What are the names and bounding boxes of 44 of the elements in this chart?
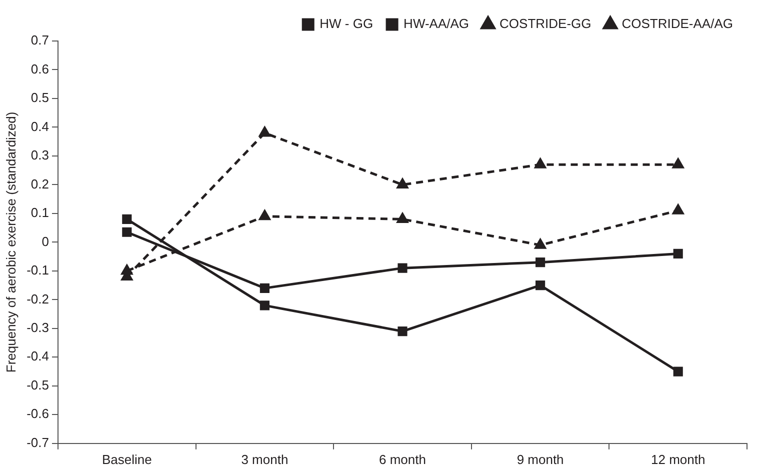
point <box>396 178 408 188</box>
y-tick-label: -0.5 <box>26 377 49 392</box>
y-tick-label: 0.5 <box>30 90 49 106</box>
legend-label: COSTRIDE-GG <box>500 16 592 32</box>
point <box>398 326 408 336</box>
x-tick-label: 12 month <box>651 452 706 467</box>
point <box>536 280 546 290</box>
point <box>534 158 546 168</box>
point <box>536 258 546 268</box>
point <box>260 300 270 310</box>
x-tick-label: 3 month <box>241 452 288 467</box>
x-tick-label: 9 month <box>516 452 564 467</box>
x-tick-label: 6 month <box>379 452 426 467</box>
legend-label: HW-AA/AG <box>404 16 470 32</box>
y-tick-label: 0 <box>42 234 49 249</box>
legend-label: HW - GG <box>320 16 374 32</box>
y-tick-label: 0.7 <box>30 32 49 48</box>
y-tick-label: 0.6 <box>30 61 49 76</box>
y-tick-label: -0.6 <box>26 406 49 422</box>
y-tick-label: 0.4 <box>30 118 49 134</box>
x-tick-label: Baseline <box>102 452 152 467</box>
y-tick-label: 0.2 <box>30 176 49 192</box>
point <box>672 158 684 168</box>
y-tick-label: 0.3 <box>30 148 49 163</box>
point <box>398 263 408 273</box>
point <box>259 210 270 220</box>
point <box>673 248 683 258</box>
y-axis-title: Frequency of aerobic exercise (standardized) <box>3 112 18 373</box>
point <box>672 204 684 214</box>
y-tick-label: 0.1 <box>30 205 49 220</box>
point <box>534 238 546 249</box>
y-tick-label: -0.7 <box>26 434 49 450</box>
legend-label: COSTRIDE-AA/AG <box>622 16 734 32</box>
point <box>396 212 408 223</box>
y-tick-label: -0.3 <box>26 320 49 336</box>
point <box>259 126 270 137</box>
point <box>122 227 132 237</box>
point <box>121 264 132 275</box>
point <box>260 283 270 293</box>
point <box>673 366 683 376</box>
point <box>122 214 132 224</box>
y-tick-label: -0.4 <box>26 348 49 364</box>
y-tick-label: -0.1 <box>26 262 49 278</box>
y-tick-label: -0.2 <box>26 291 49 306</box>
